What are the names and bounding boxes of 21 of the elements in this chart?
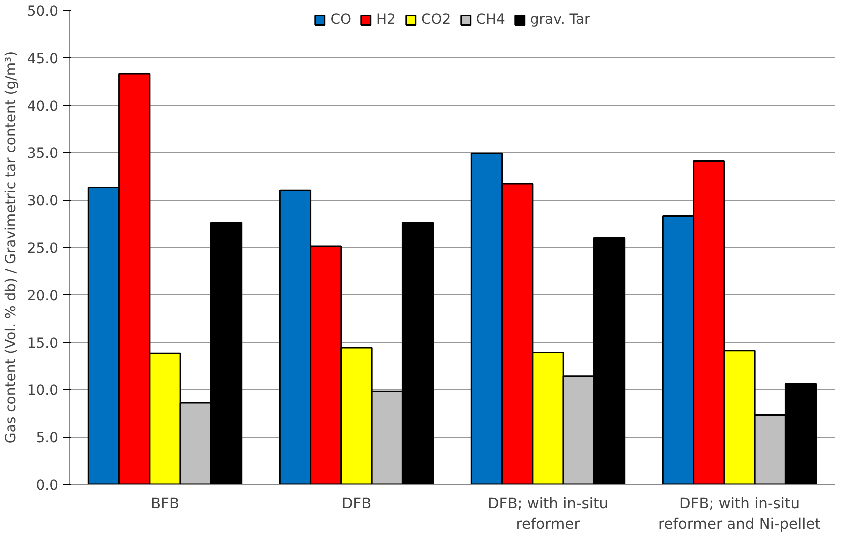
y-tick-label: 15.0: [27, 336, 58, 352]
x-tick-label: DFB; with in-situ reformer: [488, 496, 609, 533]
y-tick-label: 20.0: [27, 288, 58, 304]
legend-label: CH4: [476, 12, 506, 28]
legend-label: grav. Tar: [530, 12, 590, 28]
y-tick-label: 45.0: [27, 51, 58, 68]
y-tick-label: 10.0: [27, 383, 58, 400]
y-tick-label: 25.0: [27, 241, 58, 257]
legend-label: CO: [330, 12, 352, 28]
legend-label: CO2: [421, 12, 452, 28]
legend-label: H2: [376, 12, 396, 28]
y-tick-label: 40.0: [27, 98, 58, 115]
x-tick-label: DFB: [342, 496, 372, 512]
x-tick-label: BFB: [150, 496, 180, 512]
y-tick-label: 35.0: [27, 146, 58, 162]
y-axis-title: Gas content (Vol. % db) / Gravimetric tar content (g/m³): [3, 51, 20, 444]
x-tick-label: DFB; with in-situ reformer and Ni-pellet: [658, 496, 822, 533]
y-tick-label: 0.0: [36, 478, 58, 494]
y-tick-label: 5.0: [36, 430, 58, 447]
y-tick-label: 30.0: [27, 194, 58, 210]
y-tick-label: 50.0: [27, 4, 58, 20]
